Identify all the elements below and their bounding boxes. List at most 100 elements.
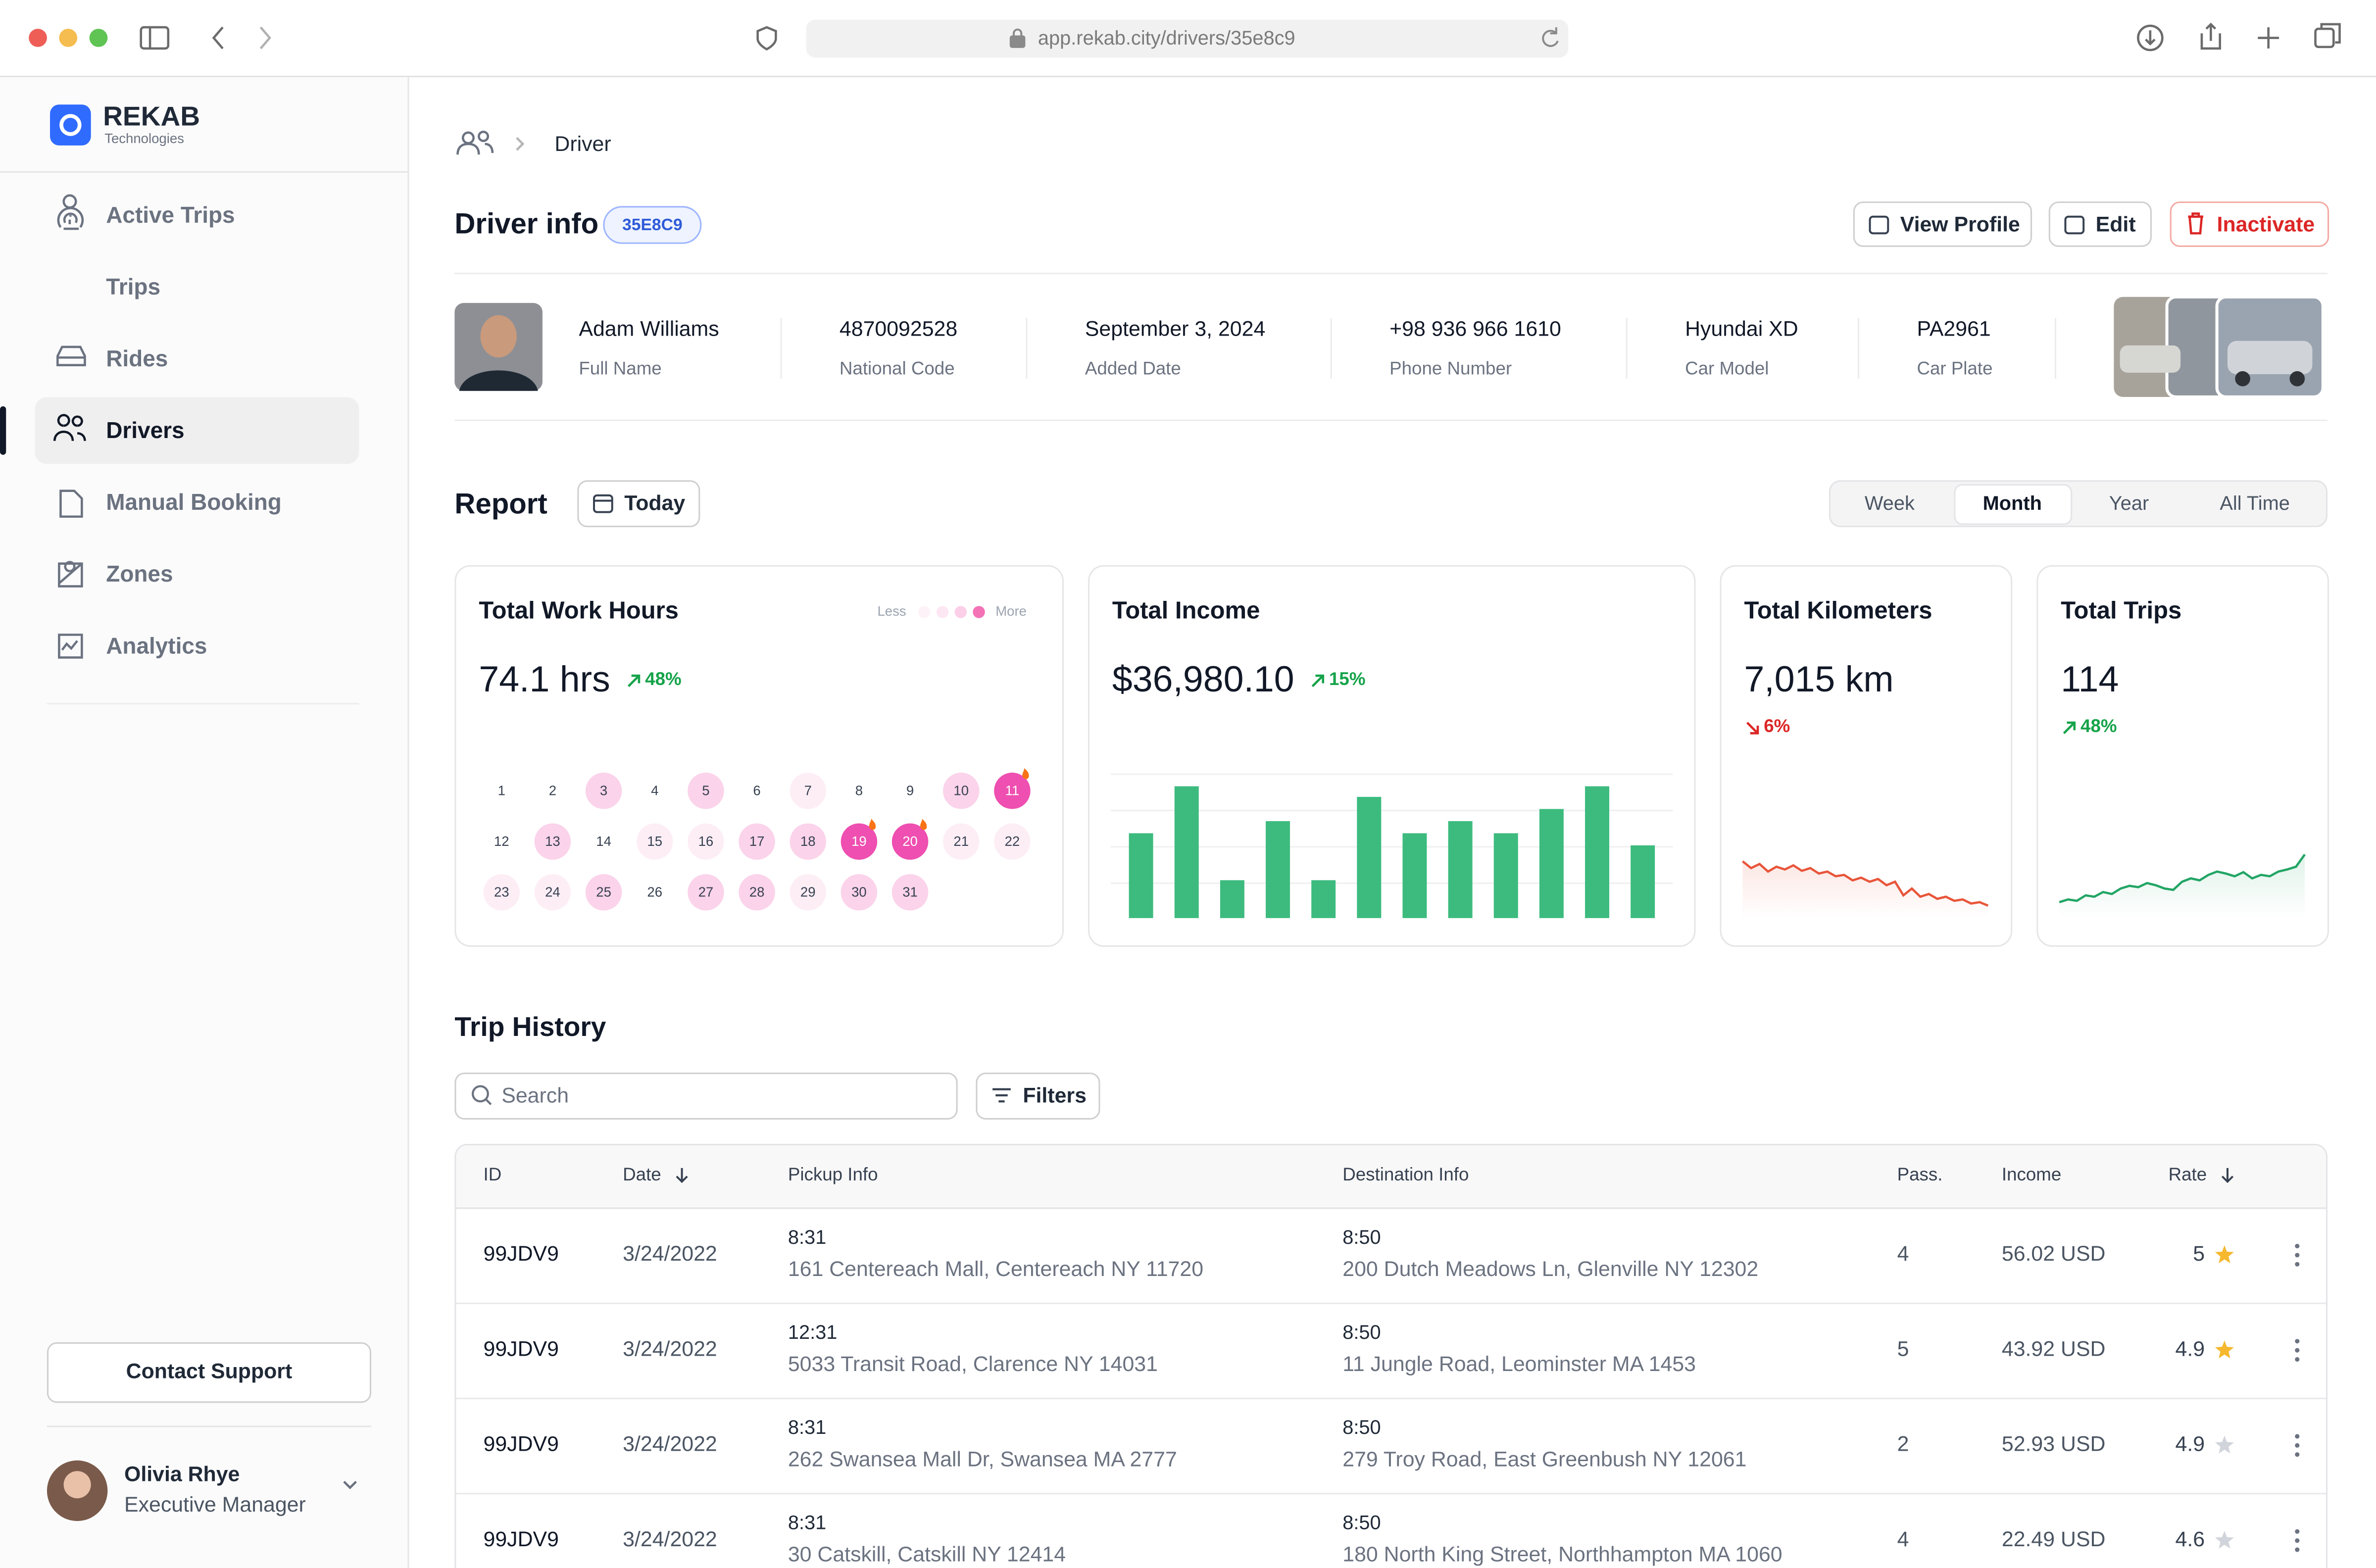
column-header: Destination Info xyxy=(1342,1164,1469,1184)
day-cell xyxy=(790,823,826,860)
today-label[interactable]: Today xyxy=(624,491,685,515)
day-cell xyxy=(841,823,878,860)
row-menu-dot[interactable] xyxy=(2295,1538,2300,1543)
legend-swatch xyxy=(918,606,931,618)
day-label: 12 xyxy=(494,833,509,849)
card-change: 48% xyxy=(2080,716,2117,736)
nav-item[interactable]: Manual Booking xyxy=(106,489,282,515)
content: Active Trips Trips Rides Drivers Manual Book… xyxy=(0,194,2329,1567)
minimize-dot[interactable] xyxy=(59,29,78,47)
user-menu-chevron[interactable] xyxy=(343,1480,357,1490)
trip-history-title: Trip History xyxy=(454,1011,606,1042)
row-menu-dot[interactable] xyxy=(2295,1529,2300,1534)
field-value: PA2961 xyxy=(1917,317,1990,341)
calendar-icon xyxy=(1869,215,1889,235)
legend-swatch xyxy=(954,606,967,618)
day-label: 8 xyxy=(855,783,863,798)
action-label[interactable]: View Profile xyxy=(1900,212,2020,236)
tab[interactable]: Year xyxy=(2109,492,2149,514)
sparkline-area xyxy=(1742,861,1988,918)
search-placeholder: Search xyxy=(501,1083,569,1107)
tab-active xyxy=(1954,484,2073,525)
bar xyxy=(1220,880,1244,918)
nav-active-bg xyxy=(35,397,359,464)
today-button[interactable] xyxy=(577,480,700,528)
nav-item[interactable]: Active Trips xyxy=(106,202,235,228)
contact-support[interactable]: Contact Support xyxy=(126,1359,293,1383)
rate-star xyxy=(2215,1340,2234,1359)
dest-address: 11 Jungle Road, Leominster MA 1453 xyxy=(1342,1352,1696,1376)
action-button[interactable] xyxy=(2048,201,2152,247)
calendar-icon xyxy=(593,494,613,513)
passengers: 5 xyxy=(1897,1337,1909,1361)
day-cell xyxy=(688,823,724,860)
tab[interactable]: Week xyxy=(1865,492,1915,514)
action-button[interactable] xyxy=(2170,201,2329,247)
driver-photo-face xyxy=(480,315,517,358)
card-value: 74.1 hrs xyxy=(479,658,610,699)
nav-icon xyxy=(53,414,86,441)
day-label: 24 xyxy=(545,884,560,900)
fire-badge xyxy=(869,819,876,830)
zoom-dot[interactable] xyxy=(89,29,108,47)
bar xyxy=(1585,786,1610,918)
day-cell xyxy=(637,773,673,809)
tab[interactable]: Month xyxy=(1983,492,2042,514)
filters-label[interactable]: Filters xyxy=(1023,1083,1087,1107)
breadcrumb: Driver xyxy=(554,132,611,156)
field-value: Hyundai XD xyxy=(1685,317,1798,341)
user-name: Olivia Rhye xyxy=(124,1463,240,1486)
sparkline xyxy=(1741,860,1989,907)
row-menu-dot[interactable] xyxy=(2295,1547,2300,1552)
day-label: 21 xyxy=(953,833,969,849)
bar xyxy=(1402,833,1427,918)
pickup-time: 8:31 xyxy=(788,1512,826,1533)
card-value: 7,015 km xyxy=(1744,658,1893,699)
action-label[interactable]: Inactivate xyxy=(2217,212,2315,236)
day-cell xyxy=(943,823,980,860)
legend-swatch xyxy=(936,606,949,618)
nav-active-indicator xyxy=(0,406,6,455)
trip-id: 99JDV9 xyxy=(484,1432,559,1456)
dest-time: 8:50 xyxy=(1342,1512,1381,1533)
row-menu-dot[interactable] xyxy=(2295,1339,2300,1344)
field-value: September 3, 2024 xyxy=(1085,317,1265,341)
row-menu-dot[interactable] xyxy=(2295,1253,2300,1258)
day-label: 11 xyxy=(1005,783,1020,798)
field-value: 4870092528 xyxy=(840,317,957,341)
row-menu-dot[interactable] xyxy=(2295,1434,2300,1439)
nav-item[interactable]: Trips xyxy=(106,274,160,299)
day-label: 14 xyxy=(596,833,611,849)
rate: 4.6 xyxy=(2176,1527,2205,1551)
search-box[interactable] xyxy=(454,1073,958,1120)
row-menu-dot[interactable] xyxy=(2295,1443,2300,1448)
card-title: Total Income xyxy=(1112,597,1260,624)
card-title: Total Work Hours xyxy=(479,597,679,624)
row-menu-dot[interactable] xyxy=(2295,1243,2300,1249)
passengers: 4 xyxy=(1897,1527,1909,1551)
nav-icon xyxy=(58,634,83,659)
row-menu-dot[interactable] xyxy=(2295,1262,2300,1267)
row-menu-dot[interactable] xyxy=(2295,1357,2300,1362)
row-menu-dot[interactable] xyxy=(2295,1348,2300,1353)
passengers: 4 xyxy=(1897,1242,1909,1266)
nav-item[interactable]: Rides xyxy=(106,345,168,371)
url-bar[interactable] xyxy=(806,19,1569,58)
nav-item[interactable]: Analytics xyxy=(106,633,207,658)
nav-item[interactable]: Zones xyxy=(106,561,173,587)
action-button[interactable] xyxy=(1853,201,2032,247)
trash-icon xyxy=(2188,212,2204,235)
nav-item[interactable]: Drivers xyxy=(106,417,184,443)
day-label: 10 xyxy=(953,783,969,798)
action-label[interactable]: Edit xyxy=(2096,212,2136,236)
filters-button[interactable] xyxy=(976,1073,1100,1120)
tab[interactable]: All Time xyxy=(2220,492,2289,514)
contact-support-button[interactable] xyxy=(47,1342,371,1403)
card-title: Total Kilometers xyxy=(1744,597,1932,624)
search-icon xyxy=(471,1085,492,1105)
day-label: 3 xyxy=(600,783,607,798)
row-menu-dot[interactable] xyxy=(2295,1452,2300,1457)
day-cell xyxy=(483,823,520,860)
close-dot[interactable] xyxy=(29,29,47,47)
